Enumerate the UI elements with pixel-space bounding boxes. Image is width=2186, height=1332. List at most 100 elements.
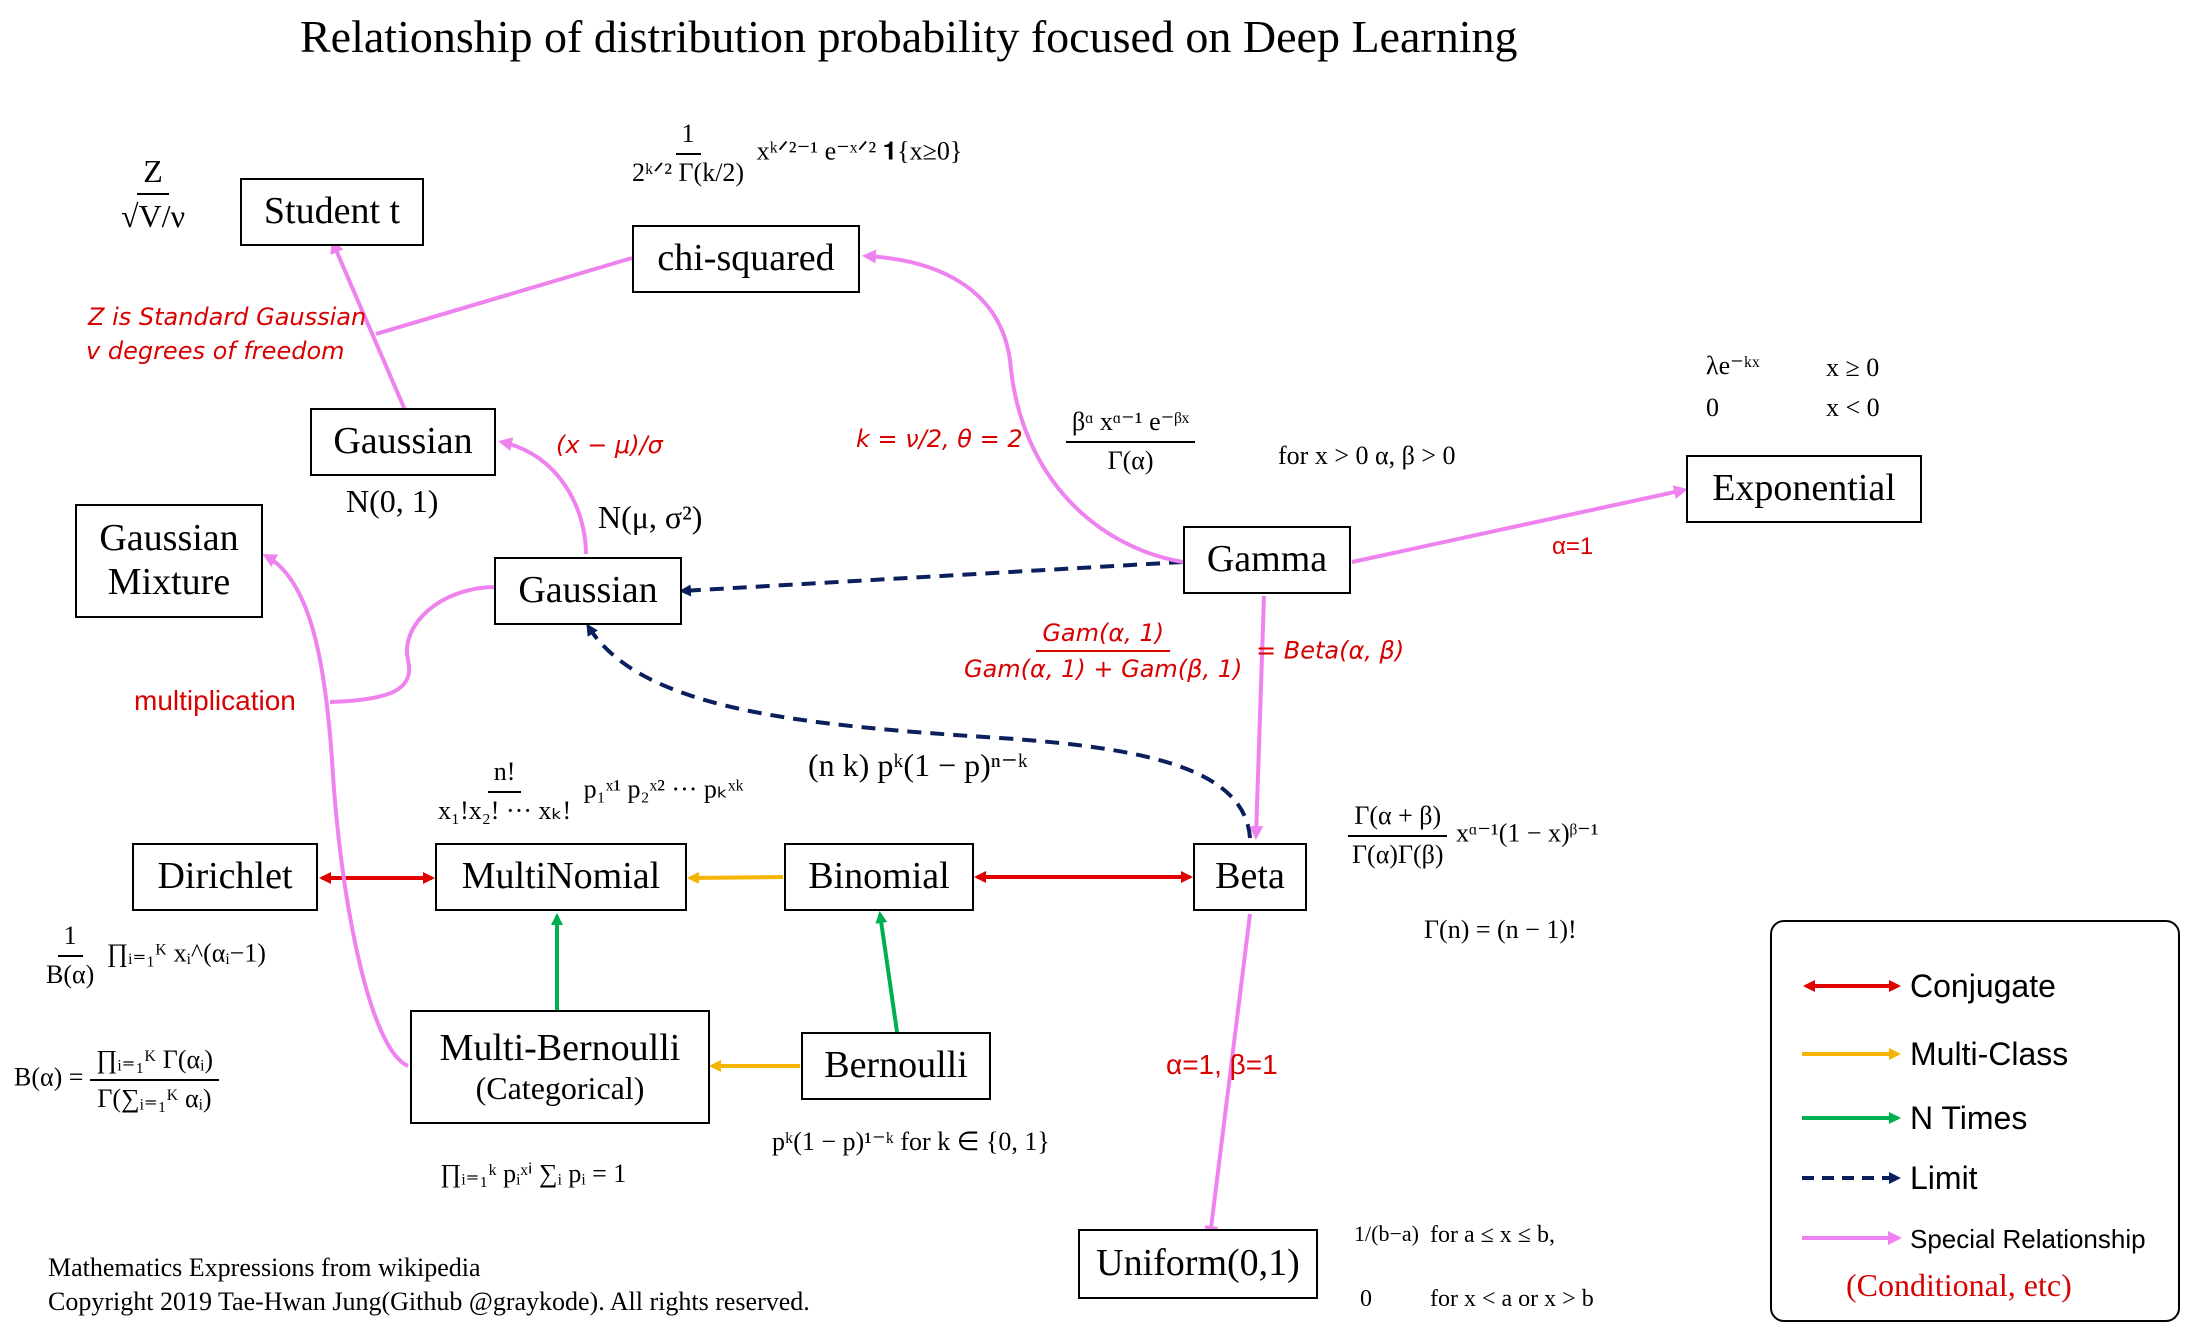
formula-uniform-row1-a: 1/(b−a) [1354,1221,1419,1246]
legend-item-special: Special Relationship [1772,1218,2178,1258]
arrow-multibernoulli-mixture [262,554,409,1068]
formula-exp-row2-b: x < 0 [1826,393,1880,422]
formula-denominator: x₁!x₂! ··· xₖ! [438,795,572,825]
node-label: Beta [1215,855,1285,898]
formula-denominator: Γ(∑ᵢ₌₁ᴷ αᵢ) [97,1083,212,1113]
formula-denominator: Γ(α)Γ(β) [1352,839,1444,869]
node-label: Multi-Bernoulli [439,1026,681,1069]
annotation-multiplication: multiplication [134,685,296,716]
node-multi-bernoulli: Multi-Bernoulli (Categorical) [410,1010,710,1124]
legend-multi-class-icon [1802,1048,1901,1060]
legend-item-multi-class: Multi-Class [1772,1034,2178,1074]
arrow-gamma-chisquared [862,249,1184,564]
formula-binomial: (n k) pᵏ(1 − p)ⁿ⁻ᵏ [808,747,1028,783]
legend: Conjugate Multi-Class N Times Limit Spec… [1770,920,2180,1322]
arrow-gamma-gaussian [679,560,1184,597]
annotation-rhs: = Beta(α, β) [1256,636,1405,665]
formula-dirichlet: 1 B(α) ∏ᵢ₌₁ᴷ xᵢ^(αᵢ−1) [40,921,266,989]
formula-beta-function: B(α) = ∏ᵢ₌₁ᴷ Γ(αᵢ) Γ(∑ᵢ₌₁ᴷ αᵢ) [14,1045,220,1113]
annotation-gamma-ratio: Gam(α, 1) Gam(α, 1) + Gam(β, 1) = Beta(α,… [958,620,1404,683]
annotation-dof: v degrees of freedom [86,337,345,365]
arrow-gaussian-studentt [330,239,407,411]
formula-gaussian: N(μ, σ²) [598,499,703,535]
formula-numerator: ∏ᵢ₌₁ᴷ Γ(αᵢ) [89,1045,220,1081]
arrow-beta-gaussian [586,623,1252,839]
node-multinomial: MultiNomial [435,843,687,911]
formula-gaussian-std: N(0, 1) [346,483,439,519]
node-chi-squared: chi-squared [632,225,860,293]
annotation-z-standard: Z is Standard Gaussian [88,303,367,331]
node-label: Gaussian [518,569,658,612]
arrow-gaussian-stdgaussian [498,437,588,555]
node-dirichlet: Dirichlet [132,843,318,911]
formula-tail: xᵅ⁻¹(1 − x)ᵝ⁻¹ [1456,818,1599,848]
formula-denominator: √V/ν [121,198,186,235]
node-label: Bernoulli [824,1044,968,1087]
formula-lhs: B(α) = [14,1062,84,1092]
formula-beta: Γ(α + β) Γ(α)Γ(β) xᵅ⁻¹(1 − x)ᵝ⁻¹ [1346,801,1599,869]
legend-label: Limit [1910,1160,1978,1196]
page-title: Relationship of distribution probability… [300,11,1518,62]
line-gaussian-mixture-multiplication [329,585,495,704]
legend-item-limit: Limit [1772,1158,2178,1198]
legend-n-times-icon [1802,1112,1901,1124]
formula-gamma-function: Γ(n) = (n − 1)! [1424,915,1577,944]
arrow-beta-uniform [1204,913,1252,1240]
formula-tail: ∏ᵢ₌₁ᴷ xᵢ^(αᵢ−1) [106,938,266,968]
footer-copyright: Copyright 2019 Tae-Hwan Jung(Github @gra… [48,1287,810,1316]
node-binomial: Binomial [784,843,974,911]
formula-categorical: ∏ᵢ₌₁ᵏ pᵢˣⁱ ∑ᵢ pᵢ = 1 [440,1159,627,1188]
formula-uniform-row2-b: for x < a or x > b [1430,1286,1594,1312]
formula-chi-squared: 1 2ᵏᐟ² Γ(k/2) xᵏᐟ²⁻¹ e⁻ˣᐟ² 𝟏{x≥0} [626,119,962,187]
node-label: Gaussian [333,420,473,463]
formula-tail: p₁ˣ¹ p₂ˣ² ··· pₖˣᵏ [583,774,744,804]
node-gamma: Gamma [1183,526,1351,594]
node-student-t: Student t [240,178,424,246]
formula-numerator: Z [137,153,169,196]
legend-item-n-times: N Times [1772,1098,2178,1138]
node-sublabel: (Categorical) [475,1070,645,1107]
arrow-binomial-multinomial [687,871,784,884]
arrow-gamma-exponential [1351,485,1688,564]
node-beta: Beta [1193,843,1307,911]
formula-denominator: B(α) [46,959,95,989]
node-gaussian-mixture: Gaussian Mixture [75,504,263,618]
formula-student-t: Z √V/ν [115,153,191,235]
formula-numerator: Γ(α + β) [1348,801,1448,837]
annotation-numerator: Gam(α, 1) [1036,620,1171,653]
node-uniform: Uniform(0,1) [1078,1229,1318,1299]
node-label: Exponential [1712,467,1896,510]
formula-bernoulli: pᵏ(1 − p)¹⁻ᵏ for k ∈ {0, 1} [772,1127,1050,1156]
node-label: Gamma [1206,538,1328,581]
annotation-alpha-exp: α=1 [1552,533,1594,560]
legend-conjugate-icon [1803,980,1901,992]
formula-exp-row1-b: x ≥ 0 [1826,353,1880,382]
legend-note: (Conditional, etc) [1846,1267,2072,1303]
node-label: Gaussian [99,517,239,560]
formula-numerator: 1 [57,921,83,957]
node-gaussian-standard: Gaussian [310,408,496,476]
arrow-bernoulli-binomial [875,911,899,1033]
formula-gamma: βᵅ xᵅ⁻¹ e⁻ᵝˣ Γ(α) [1066,407,1196,475]
formula-numerator: n! [487,757,522,793]
formula-multinomial: n! x₁!x₂! ··· xₖ! p₁ˣ¹ p₂ˣ² ··· pₖˣᵏ [432,757,744,825]
node-bernoulli: Bernoulli [801,1032,991,1100]
formula-denominator: 2ᵏᐟ² Γ(k/2) [632,157,745,187]
legend-label: Conjugate [1910,968,2056,1004]
formula-numerator: 1 [675,119,701,155]
legend-label: Multi-Class [1910,1036,2069,1072]
annotation-standardize: (x − μ)/σ [556,431,663,459]
legend-label: Special Relationship [1910,1224,2146,1254]
node-label: chi-squared [657,237,835,280]
formula-gamma-condition: for x > 0 α, β > 0 [1278,441,1456,470]
formula-uniform-row2-a: 0 [1360,1286,1372,1312]
annotation-alpha-beta-one: α=1, β=1 [1166,1049,1278,1080]
formula-exp-row1-a: λe⁻ᵏˣ [1706,351,1760,380]
legend-special-icon [1802,1231,1902,1245]
node-label: MultiNomial [461,855,661,898]
legend-item-conjugate: Conjugate [1772,966,2178,1006]
node-label: Student t [263,190,401,233]
footer-source: Mathematics Expressions from wikipedia [48,1253,481,1282]
formula-uniform-row1-b: for a ≤ x ≤ b, [1430,1222,1555,1248]
